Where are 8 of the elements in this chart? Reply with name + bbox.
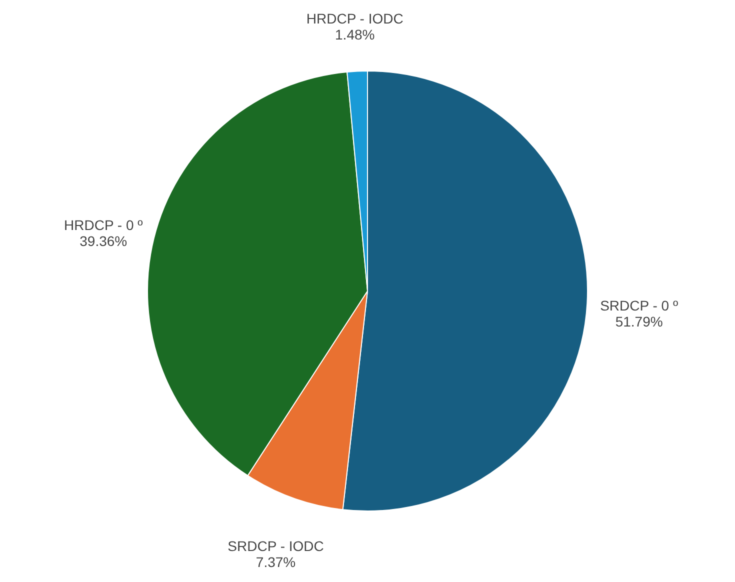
slice-label: HRDCP - IODC: [306, 10, 404, 26]
slice-label: SRDCP - 0 º: [600, 297, 678, 314]
data-label: 7.37%: [256, 554, 296, 570]
slice-label: SRDCP - IODC: [228, 538, 324, 554]
data-label: 39.36%: [80, 233, 128, 250]
slice-label: HRDCP - 0 º: [64, 217, 143, 234]
data-label: 51.79%: [615, 313, 663, 330]
data-label: 1.48%: [335, 26, 375, 42]
